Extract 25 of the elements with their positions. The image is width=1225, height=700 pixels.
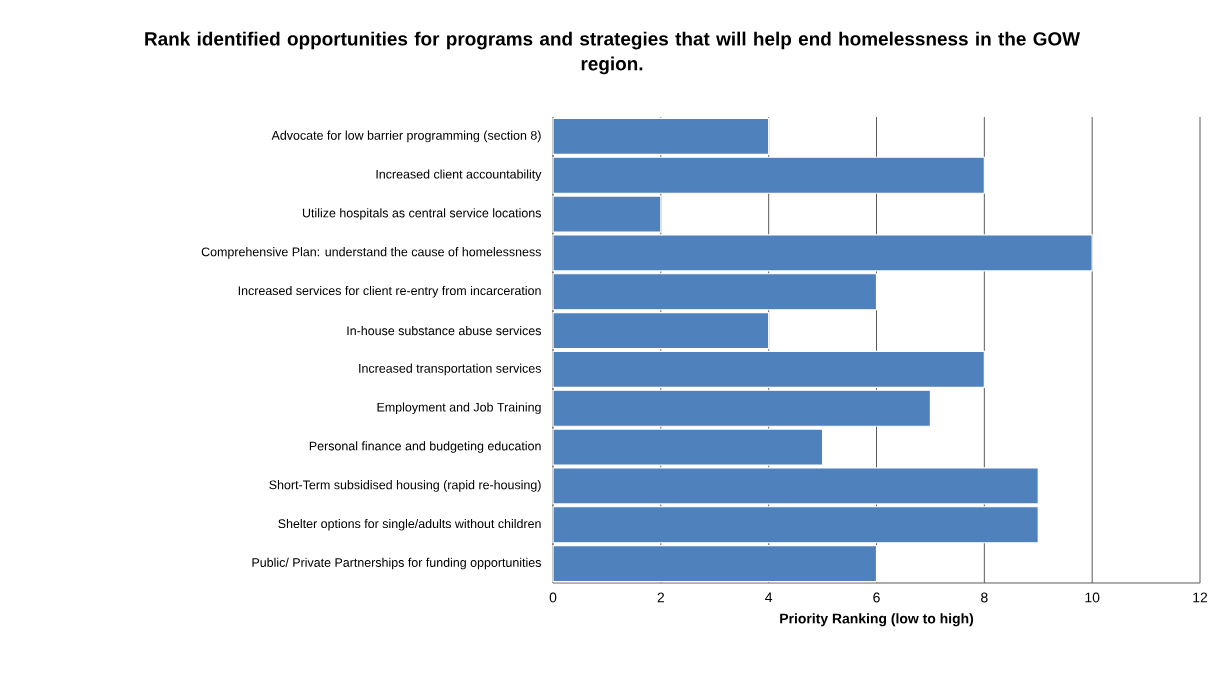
y-tick-label: Short-Term subsidised housing (rapid re-housing) bbox=[269, 480, 541, 492]
y-tick-label: Advocate for low barrier programming (section 8) bbox=[271, 130, 541, 143]
x-tick-label: 2 bbox=[657, 592, 665, 603]
y-tick-label: Comprehensive Plan: understand the cause of homelessness bbox=[201, 247, 541, 259]
y-tick-label: Public/ Private Partnerships for funding opportunities bbox=[252, 557, 541, 570]
y-tick-label: Utilize hospitals as central service locations bbox=[302, 208, 541, 220]
x-tick-label: 10 bbox=[1085, 592, 1100, 603]
bar bbox=[552, 311, 770, 350]
y-tick-label: Increased client accountability bbox=[376, 169, 542, 182]
bar bbox=[552, 544, 878, 583]
x-tick-label: 0 bbox=[549, 592, 557, 603]
x-tick-label: 6 bbox=[873, 592, 880, 603]
y-tick-label: Increased services for client re-entry from incarceration bbox=[238, 285, 541, 298]
x-tick-label: 4 bbox=[765, 592, 773, 603]
x-axis-title: Priority Ranking (low to high) bbox=[780, 613, 974, 627]
x-tick-label: 12 bbox=[1193, 592, 1208, 603]
bar bbox=[552, 117, 770, 156]
y-tick-label: In-house substance abuse services bbox=[347, 325, 541, 336]
y-tick-label: Employment and Job Training bbox=[377, 402, 541, 415]
chart-title: Rank identified opportunities for programs and strategies that will help end homelessness in the GOW region. bbox=[145, 31, 1081, 75]
bar bbox=[552, 350, 985, 389]
y-tick-label: Shelter options for single/adults without children bbox=[278, 518, 541, 531]
y-tick-label: Personal finance and budgeting education bbox=[309, 441, 541, 453]
x-tick-label: 8 bbox=[981, 592, 988, 603]
y-tick-label: Increased transportation services bbox=[359, 363, 542, 376]
